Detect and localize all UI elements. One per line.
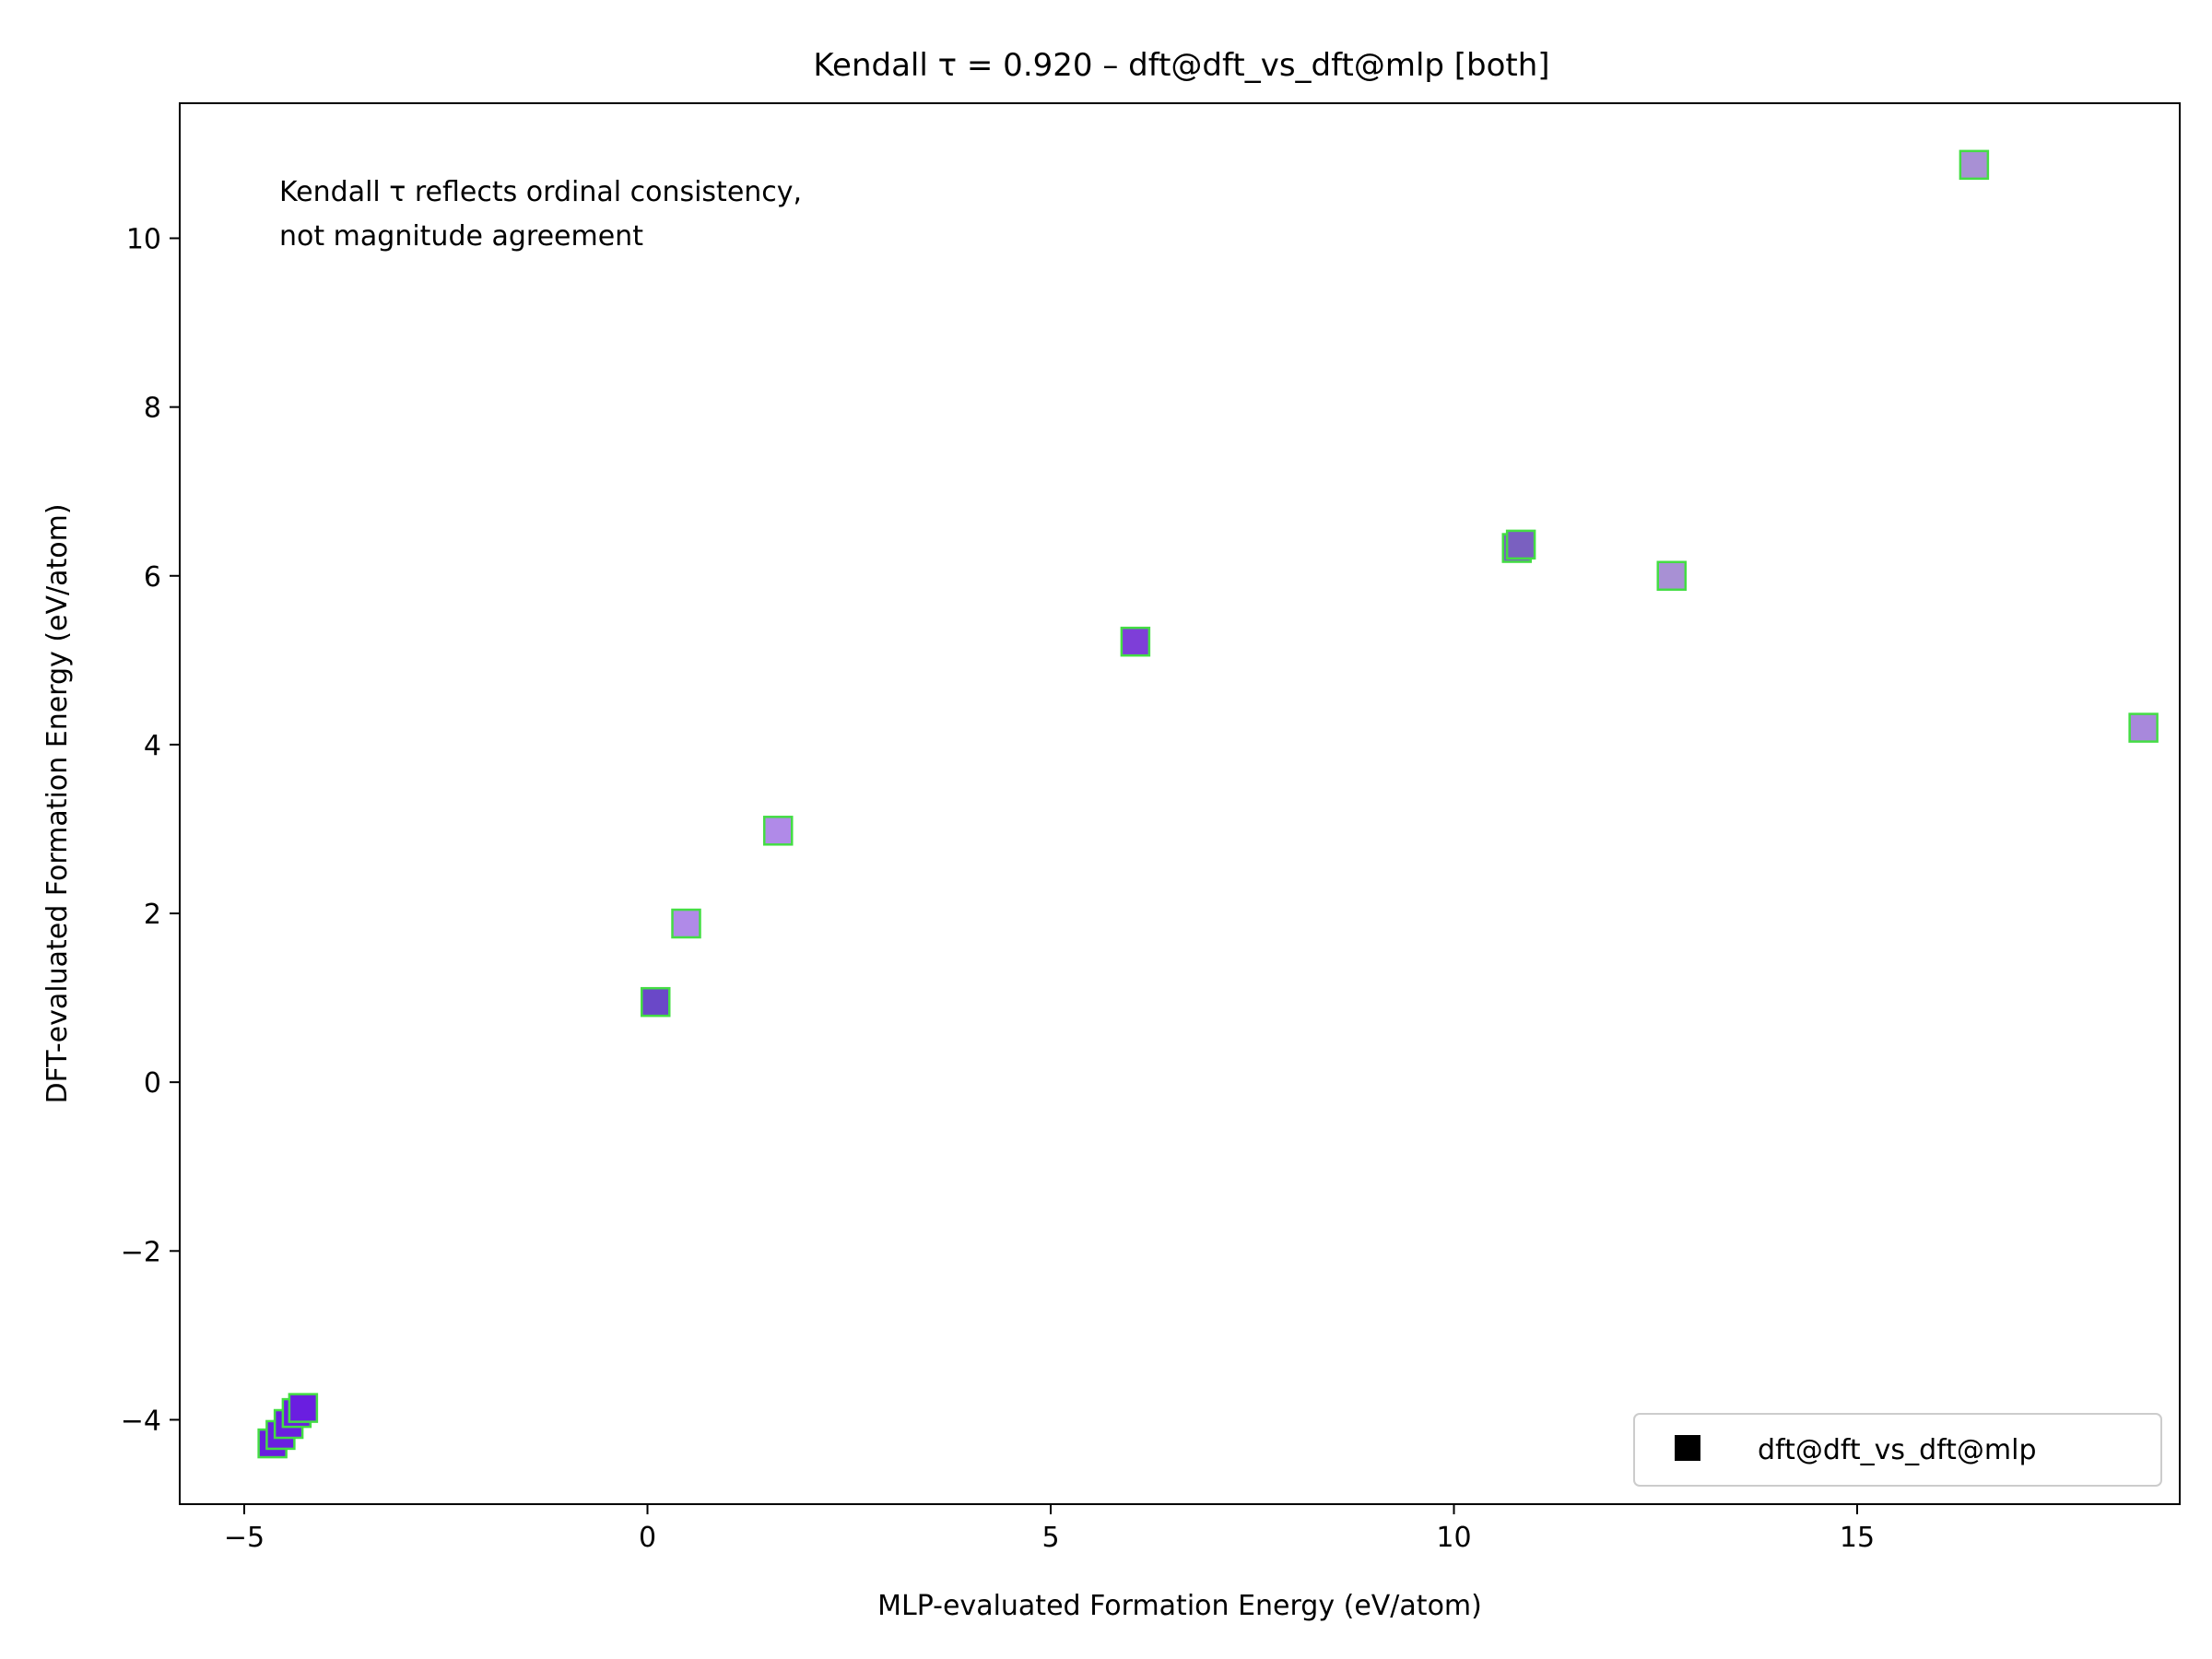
x-tick-label: −5 <box>224 1522 265 1554</box>
chart-title: Kendall τ = 0.920 – dft@dft_vs_dft@mlp [… <box>813 47 1549 84</box>
y-tick-label: 10 <box>126 224 161 256</box>
axis-ticks: −5 0 5 10 15 −4 −2 0 2 4 6 8 10 <box>121 224 1875 1554</box>
x-axis-label: MLP-evaluated Formation Energy (eV/atom) <box>877 1590 1482 1622</box>
legend-marker <box>1675 1435 1700 1461</box>
y-tick-label: 4 <box>144 730 161 762</box>
y-tick-label: 0 <box>144 1067 161 1100</box>
legend-box <box>1633 1413 2162 1487</box>
data-point <box>1120 626 1151 657</box>
x-tick-label: 0 <box>639 1522 656 1554</box>
y-tick-label: 2 <box>144 899 161 931</box>
y-tick-label: 6 <box>144 561 161 594</box>
data-point <box>671 908 701 939</box>
data-point <box>641 986 671 1018</box>
x-tick-label: 15 <box>1840 1522 1875 1554</box>
data-point <box>1656 560 1687 592</box>
data-point <box>1505 529 1536 560</box>
y-tick-label: 8 <box>144 393 161 425</box>
y-tick-label: −2 <box>121 1236 161 1268</box>
data-point <box>288 1393 319 1423</box>
legend: dft@dft_vs_dft@mlp <box>1633 1413 2162 1487</box>
annotation-line-1: Kendall τ reflects ordinal consistency, <box>279 176 802 208</box>
plot-area-frame <box>179 102 2181 1505</box>
x-tick-label: 5 <box>1041 1522 1059 1554</box>
data-point <box>763 816 794 846</box>
legend-label: dft@dft_vs_dft@mlp <box>1758 1434 2037 1466</box>
y-tick-label: −4 <box>121 1405 161 1437</box>
annotation-line-2: not magnitude agreement <box>279 220 643 253</box>
y-axis-label: DFT-evaluated Formation Energy (eV/atom) <box>41 503 74 1103</box>
data-points <box>257 149 2159 1459</box>
x-tick-label: 10 <box>1436 1522 1471 1554</box>
data-point <box>2128 712 2159 743</box>
data-point <box>1959 149 1990 181</box>
